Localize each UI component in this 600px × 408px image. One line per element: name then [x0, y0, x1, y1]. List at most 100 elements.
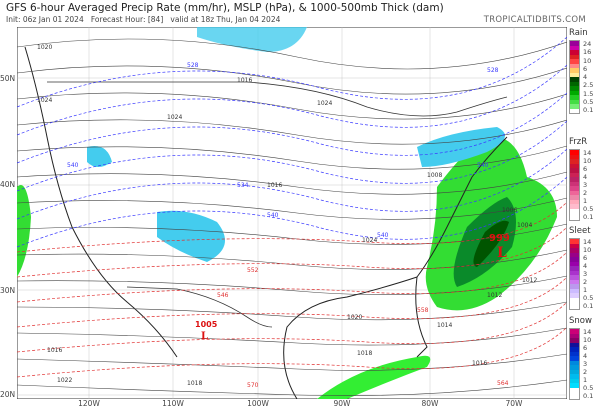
isobar-line: [17, 249, 567, 270]
thickness-label: 564: [497, 380, 509, 387]
legend-swatch: [570, 163, 579, 168]
isobar-line: [17, 145, 567, 170]
thickness-label: 540: [67, 162, 79, 169]
legend-level: 0.5: [583, 384, 594, 392]
legend-level: 1: [583, 376, 588, 384]
legend-swatch: [570, 378, 579, 383]
isobar-label: 1008: [427, 172, 442, 179]
legend-level: 4: [583, 262, 588, 270]
legend-swatch: [570, 351, 579, 356]
legend-swatch: [570, 150, 579, 155]
lon-label: 100W: [247, 399, 269, 408]
isobar-line: [17, 327, 567, 346]
forecast-hour: Forecast Hour: [84]: [90, 15, 164, 24]
isobar-label: 1006: [502, 207, 517, 214]
legend-level: 6: [583, 64, 588, 73]
legend-level: 16: [583, 48, 592, 57]
legend-level: 1: [583, 286, 588, 294]
lon-label: 80W: [421, 399, 439, 408]
legend-swatch: [570, 72, 579, 77]
isobar-label: 1012: [487, 292, 502, 299]
legend-title: Rain: [569, 28, 588, 38]
legend-swatch: [570, 63, 579, 68]
isobar-line: [17, 275, 567, 295]
legend-swatch: [570, 243, 579, 248]
thickness-label: 558: [417, 307, 429, 314]
legend-level: 1: [583, 197, 588, 205]
lon-label: 110W: [162, 399, 184, 408]
legend-level: 2: [583, 278, 588, 286]
legend-swatch: [570, 261, 579, 266]
thickness-line-cold: [17, 92, 567, 164]
thickness-line-cold: [17, 120, 567, 192]
legend-swatch: [570, 104, 579, 109]
isobar-line: [17, 197, 567, 220]
isobar-line: [17, 379, 567, 396]
legend-swatch: [570, 297, 579, 302]
thickness-label: 540: [477, 162, 489, 169]
legend-rain: Rain 24 16 10 6 4 2.5 1.5 0.5 0.1: [569, 28, 600, 114]
legend-swatch: [570, 239, 579, 244]
legend-level: 4: [583, 352, 588, 360]
legend-level: 2: [583, 189, 588, 197]
map-subtitle: Init: 06z Jan 01 2024 Forecast Hour: [84…: [6, 15, 280, 24]
precip-snow-southwest: [157, 210, 225, 262]
map-title: GFS 6-hour Averaged Precip Rate (mm/hr),…: [6, 2, 444, 14]
isobar-line: [17, 65, 567, 95]
isobar-label: 1016: [267, 182, 282, 189]
legend-swatch: [570, 288, 579, 293]
valid-time: valid at 18z Thu, Jan 04 2024: [170, 15, 281, 24]
legend-swatch: [570, 190, 579, 195]
lon-label: 120W: [78, 399, 100, 408]
legend-level: 4: [583, 173, 588, 181]
precip-snow-northeast: [417, 127, 505, 167]
legend-swatch: [570, 208, 579, 213]
legend-level: 3: [583, 360, 588, 368]
legend-swatch: [570, 369, 579, 374]
us-mexico-border: [126, 286, 273, 328]
thickness-label: 546: [217, 292, 229, 299]
weather-map: 1020 1024 1016 1024 1024 1016 1008 1012 1024 1020…: [17, 27, 567, 399]
lon-label: 90W: [333, 399, 351, 408]
legend-title: Sleet: [569, 226, 591, 236]
isobar-line: [17, 353, 567, 371]
legend-level: 1.5: [583, 89, 594, 98]
legend-swatch: [570, 172, 579, 177]
precip-snow-canada: [197, 27, 307, 52]
lat-label: 40N: [0, 180, 16, 189]
legend-swatch: [570, 356, 579, 361]
mexico-low-symbol: L: [201, 331, 208, 342]
legend-swatch: [570, 86, 579, 91]
legend-swatch: [570, 68, 579, 73]
low-pressure-value: 999: [489, 233, 510, 244]
isobar-label: 1014: [437, 322, 452, 329]
legend-level: 6: [583, 344, 588, 352]
legend-level: 0.5: [583, 97, 594, 106]
legend-color-bar: [569, 40, 580, 114]
legend-swatch: [570, 45, 579, 50]
thickness-line-cold: [17, 64, 567, 136]
legend-level: 10: [583, 246, 592, 254]
legend-swatch: [570, 54, 579, 59]
thickness-label: 540: [377, 232, 389, 239]
coastline-gulf: [283, 276, 418, 399]
precip-snow-west: [87, 146, 112, 167]
legend-color-bar: [569, 149, 580, 221]
thickness-label: 528: [187, 62, 199, 69]
lon-label: 70W: [505, 399, 523, 408]
lat-label: 50N: [0, 74, 16, 83]
legend-swatch: [570, 59, 579, 64]
thickness-line-cold: [17, 148, 567, 220]
legend-swatch: [570, 154, 579, 159]
legend-snow: Snow 14 10 6 4 3 2 1 0.5 0.1: [569, 316, 600, 400]
brand-watermark: TROPICALTIDBITS.COM: [483, 15, 586, 25]
legend-swatch: [570, 333, 579, 338]
legend-level: 0.5: [583, 294, 594, 302]
legend-swatch: [570, 342, 579, 347]
legend-level: 2: [583, 368, 588, 376]
legend-swatch: [570, 199, 579, 204]
isobar-line: [17, 119, 567, 145]
legend-swatch: [570, 374, 579, 379]
legend-swatch: [570, 338, 579, 343]
legend-level: 6: [583, 254, 588, 262]
